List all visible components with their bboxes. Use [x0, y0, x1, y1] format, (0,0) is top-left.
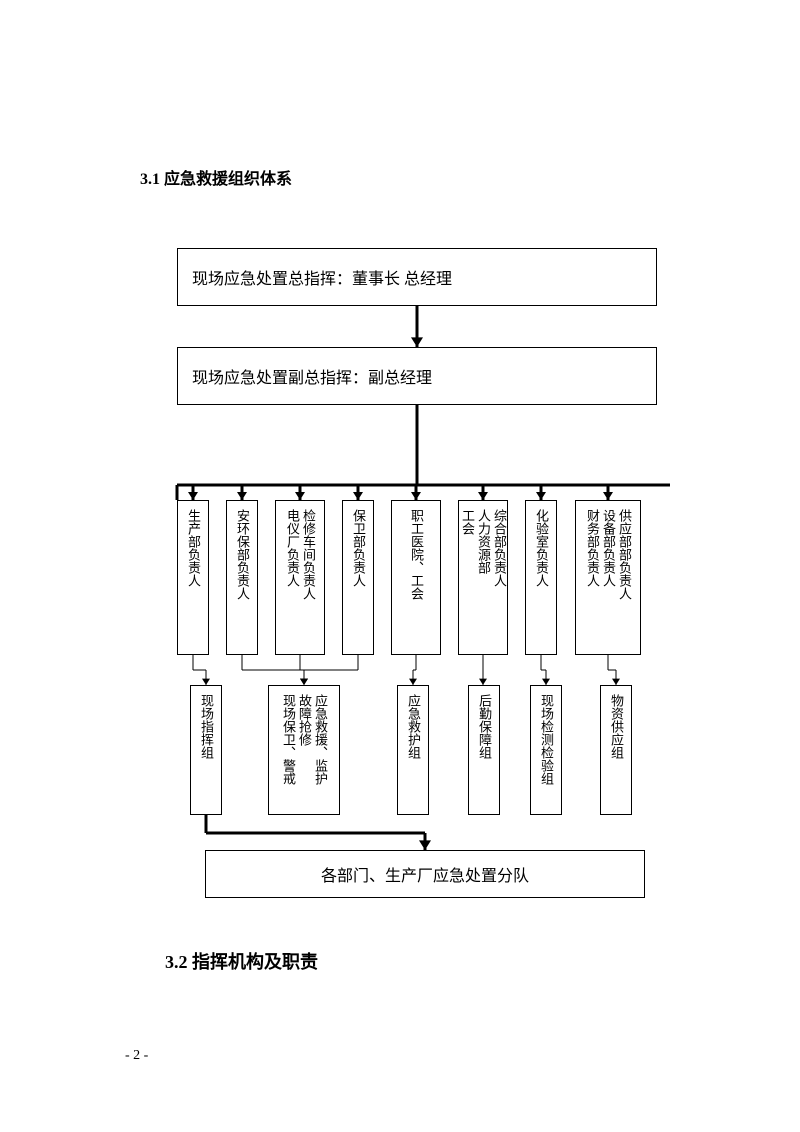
row1-r1-5: 工会人力资源部综合部负责人	[458, 500, 508, 655]
box-final: 各部门、生产厂应急处置分队	[205, 850, 645, 898]
row2-label: 故障抢修	[296, 694, 312, 746]
row1-label: 综合部负责人	[491, 509, 507, 587]
row1-r1-6: 化验室负责人	[525, 500, 557, 655]
row1-label: 生产部负责人	[185, 509, 201, 587]
row1-label: 人力资源部	[475, 509, 491, 574]
row1-label: 财务部负责人	[584, 509, 600, 587]
row1-label: 电仪厂负责人	[284, 509, 300, 587]
row2-label: 现场指挥组	[198, 694, 214, 759]
row1-label: 安环保部负责人	[234, 509, 250, 600]
row1-label: 检修车间负责人	[300, 509, 316, 600]
box-deputy-text: 现场应急处置副总指挥：副总经理	[192, 364, 432, 388]
row2-label: 现场检测检验组	[538, 694, 554, 785]
section-title-2: 3.2 指挥机构及职责	[165, 948, 318, 974]
row2-label: 物资供应组	[608, 694, 624, 759]
row1-label: 保卫部负责人	[350, 509, 366, 587]
row2-r2-1: 现场保卫、警戒故障抢修应急救援、监护	[268, 685, 340, 815]
box-commander-text: 现场应急处置总指挥：董事长 总经理	[192, 265, 452, 289]
row1-r1-1: 安环保部负责人	[226, 500, 258, 655]
box-final-text: 各部门、生产厂应急处置分队	[321, 862, 529, 886]
row2-r2-4: 现场检测检验组	[530, 685, 562, 815]
row2-r2-3: 后勤保障组	[468, 685, 500, 815]
row1-r1-3: 保卫部负责人	[342, 500, 374, 655]
row2-r2-5: 物资供应组	[600, 685, 632, 815]
row1-label: 工会	[459, 509, 475, 535]
row1-r1-7: 财务部负责人设备部负责人供应部部负责人	[575, 500, 641, 655]
row1-label: 职工医院、工会	[408, 509, 424, 600]
row1-label: 设备部负责人	[600, 509, 616, 587]
row1-r1-2: 电仪厂负责人检修车间负责人	[275, 500, 325, 655]
row2-label: 应急救护组	[405, 694, 421, 759]
page: 3.1 应急救援组织体系 现场应急处置总指挥：董事长 总经理 现场应急处置副总指…	[0, 0, 800, 1132]
box-deputy: 现场应急处置副总指挥：副总经理	[177, 347, 657, 405]
box-commander: 现场应急处置总指挥：董事长 总经理	[177, 248, 657, 306]
row1-r1-0: 生产部负责人	[177, 500, 209, 655]
row1-label: 化验室负责人	[533, 509, 549, 587]
row2-r2-2: 应急救护组	[397, 685, 429, 815]
row2-label: 现场保卫、警戒	[280, 694, 296, 785]
row1-r1-4: 职工医院、工会	[391, 500, 441, 655]
row1-label: 供应部部负责人	[616, 509, 632, 600]
row2-label: 后勤保障组	[476, 694, 492, 759]
row2-label: 应急救援、监护	[312, 694, 328, 785]
page-number: - 2 -	[125, 1048, 148, 1064]
row2-r2-0: 现场指挥组	[190, 685, 222, 815]
